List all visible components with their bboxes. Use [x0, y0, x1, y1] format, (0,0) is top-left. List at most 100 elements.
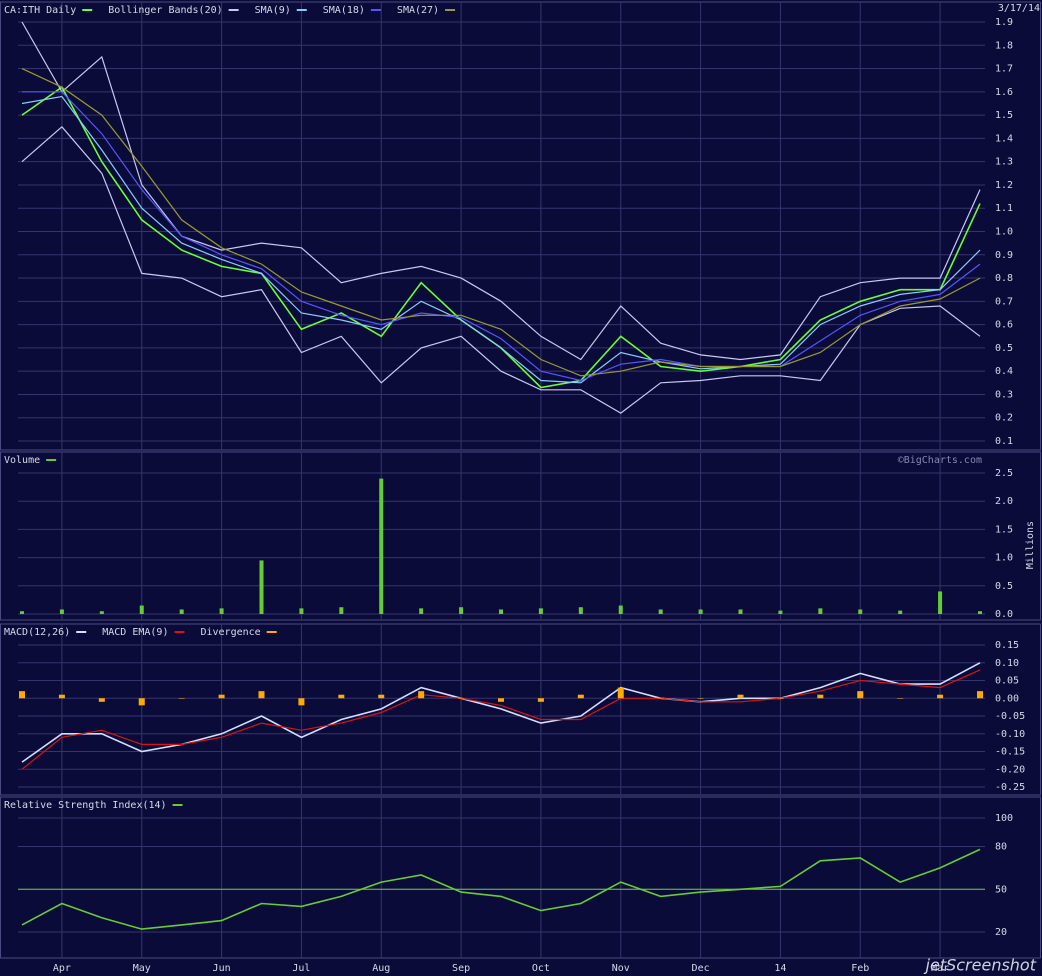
- y-tick-label: 0.0: [995, 609, 1013, 620]
- bar: [458, 698, 465, 699]
- x-tick-label: Jun: [213, 963, 231, 974]
- bar: [99, 611, 104, 614]
- x-tick-label: 14: [774, 963, 786, 974]
- y-tick-label: 1.4: [995, 133, 1013, 144]
- y-tick-label: 0.5: [995, 581, 1013, 592]
- y-tick-label: 0.3: [995, 389, 1013, 400]
- legend-label: SMA(27): [397, 5, 439, 16]
- y-tick-label: 1.1: [995, 203, 1013, 214]
- y-tick-label: 1.5: [995, 524, 1013, 535]
- y-tick-label: 1.0: [995, 227, 1013, 238]
- bar: [778, 610, 783, 614]
- series-line: [21, 125, 981, 414]
- y-tick-label: 20: [995, 927, 1007, 938]
- series-line: [21, 669, 981, 770]
- bar: [499, 609, 503, 614]
- legend-label: SMA(9): [255, 5, 291, 16]
- panel-frame: [0, 1, 1041, 451]
- y-tick-label: -0.10: [995, 729, 1025, 740]
- bar: [697, 698, 704, 699]
- legend-label: Bollinger Bands(20): [108, 5, 222, 16]
- y-tick-label: -0.05: [995, 711, 1025, 722]
- x-tick-label: Dec: [692, 963, 710, 974]
- bar: [578, 607, 583, 614]
- x-tick-label: Feb: [851, 963, 869, 974]
- bar: [937, 694, 944, 699]
- y-tick-label: -0.15: [995, 747, 1025, 758]
- y-tick-label: 1.9: [995, 17, 1013, 28]
- x-tick-label: Mar: [931, 963, 949, 974]
- y-tick-label: 0.05: [995, 676, 1019, 687]
- legend-label: SMA(18): [323, 5, 365, 16]
- panel-frame: [0, 796, 1041, 959]
- y-tick-label: 0.1: [995, 436, 1013, 447]
- bar: [338, 694, 345, 699]
- bar: [299, 608, 304, 614]
- y-tick-label: 1.2: [995, 180, 1013, 191]
- watermark: jetScreenshot: [924, 956, 1037, 975]
- bar: [378, 694, 385, 699]
- bar: [698, 609, 703, 614]
- y-tick-label: 0.15: [995, 640, 1019, 651]
- bar: [459, 607, 464, 614]
- y-tick-label: 1.8: [995, 40, 1013, 51]
- bar: [419, 608, 424, 614]
- bar: [658, 609, 663, 614]
- x-tick-label: Aug: [372, 963, 390, 974]
- bar: [978, 611, 982, 614]
- series-line: [22, 91, 981, 382]
- bar: [178, 698, 185, 699]
- bar: [58, 694, 65, 699]
- x-tick-label: Jul: [292, 963, 310, 974]
- bar: [737, 694, 744, 699]
- y-tick-label: 0.00: [995, 693, 1019, 704]
- legend-label: Relative Strength Index(14): [4, 800, 167, 811]
- y-tick-label: 0.9: [995, 250, 1013, 261]
- y-tick-label: 1.7: [995, 64, 1013, 75]
- y-tick-label: 1.3: [995, 157, 1013, 168]
- y-tick-label: 0.8: [995, 273, 1013, 284]
- bar: [379, 478, 384, 614]
- bar: [618, 605, 623, 614]
- y-tick-label: 50: [995, 884, 1007, 895]
- series-line: [21, 848, 981, 930]
- y-axis-label: Millions: [1025, 521, 1036, 569]
- y-tick-label: 1.5: [995, 110, 1013, 121]
- bar: [817, 694, 824, 699]
- x-tick-label: Sep: [452, 963, 470, 974]
- legend-label: CA:ITH Daily: [4, 5, 76, 16]
- bar: [339, 607, 344, 614]
- y-tick-label: 0.4: [995, 366, 1013, 377]
- series-line: [21, 68, 981, 377]
- x-tick-label: Nov: [612, 963, 630, 974]
- y-tick-label: 0.6: [995, 320, 1013, 331]
- x-tick-label: Oct: [532, 963, 550, 974]
- bar: [538, 608, 543, 614]
- date: 3/17/14: [998, 3, 1040, 14]
- bar: [138, 698, 145, 706]
- y-tick-label: 2.5: [995, 468, 1013, 479]
- bar: [19, 691, 25, 699]
- bar: [139, 605, 144, 614]
- y-tick-label: 100: [995, 813, 1013, 824]
- bar: [418, 691, 425, 699]
- bar: [738, 609, 743, 614]
- credit: ©BigCharts.com: [898, 455, 982, 466]
- bar: [858, 609, 863, 614]
- bar: [577, 694, 584, 699]
- panel-frame: [0, 451, 1041, 621]
- bar: [259, 560, 264, 614]
- legend-label: Volume: [4, 455, 40, 466]
- y-tick-label: 0.10: [995, 658, 1019, 669]
- legend-label: MACD EMA(9): [102, 627, 168, 638]
- y-tick-label: 0.7: [995, 296, 1013, 307]
- x-tick-label: Apr: [53, 963, 71, 974]
- x-tick-label: May: [133, 963, 151, 974]
- y-tick-label: -0.20: [995, 764, 1025, 775]
- bar: [897, 698, 904, 699]
- series-line: [21, 95, 981, 384]
- bar: [857, 691, 864, 699]
- legend-label: MACD(12,26): [4, 627, 70, 638]
- bar: [98, 698, 105, 702]
